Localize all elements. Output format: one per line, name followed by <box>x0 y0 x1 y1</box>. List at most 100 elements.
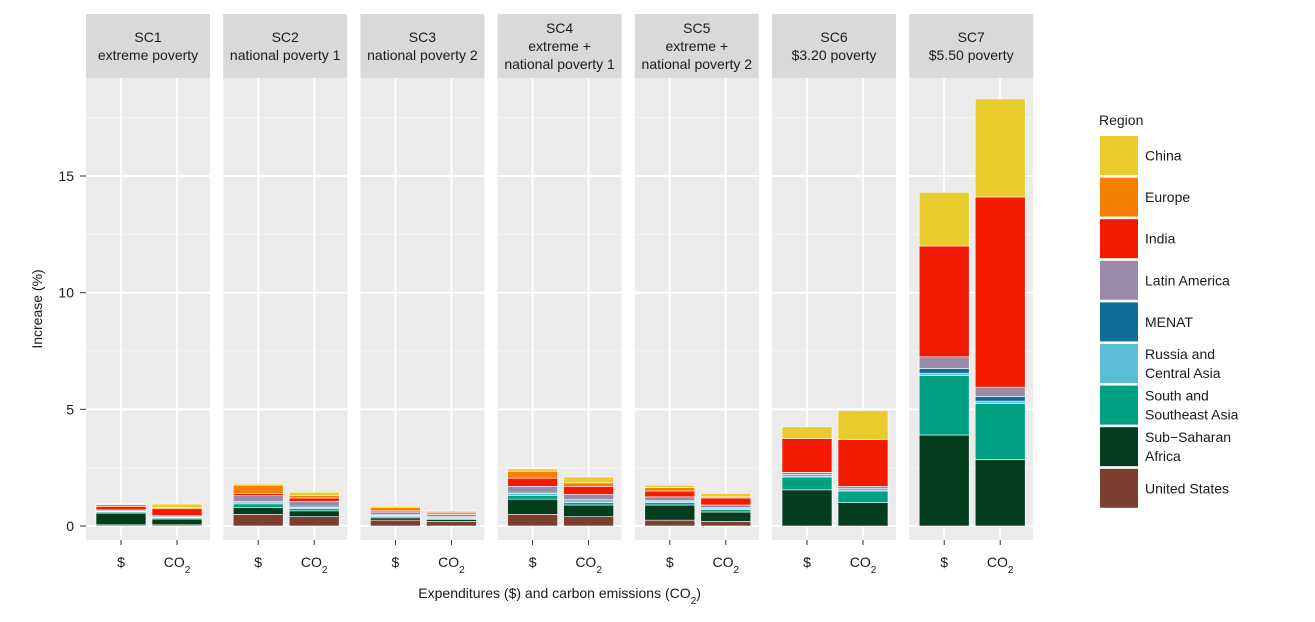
y-tick-label: 0 <box>66 518 74 534</box>
bar-segment <box>508 496 558 500</box>
legend-key <box>1100 219 1138 258</box>
bar-segment <box>782 490 832 526</box>
bar-segment <box>701 512 751 521</box>
bar-segment <box>564 495 614 500</box>
legend-label: China <box>1145 148 1182 164</box>
bar-segment <box>152 509 202 516</box>
panel-background <box>223 78 347 540</box>
x-tick-label: $ <box>529 554 537 570</box>
legend-label: South and <box>1145 388 1209 404</box>
bar-segment <box>564 486 614 494</box>
legend-label: MENAT <box>1145 314 1193 330</box>
x-tick-label: CO2 <box>164 554 191 576</box>
bar-segment <box>645 491 695 497</box>
facet-strip <box>223 14 347 78</box>
bar-segment <box>233 496 283 502</box>
bar-segment <box>838 491 888 503</box>
y-tick-label: 5 <box>66 401 74 417</box>
bar-segment <box>96 506 146 510</box>
x-tick-label: $ <box>803 554 811 570</box>
legend-key <box>1100 178 1138 217</box>
bar-segment <box>564 483 614 487</box>
bar-segment <box>975 460 1025 527</box>
facet-strip <box>360 14 484 78</box>
bar-segment <box>233 484 283 485</box>
x-tick-label-subscript: 2 <box>459 565 465 576</box>
bar-segment <box>370 507 420 511</box>
facet-strip-label: SC4 <box>546 20 573 36</box>
x-tick-label: CO2 <box>301 554 328 576</box>
panel-background <box>635 78 759 540</box>
x-tick-label-subscript: 2 <box>596 565 602 576</box>
legend-label: Southeast Asia <box>1145 407 1239 423</box>
x-tick-label: $ <box>940 554 948 570</box>
bar-segment <box>508 493 558 495</box>
facet-strip-label: SC5 <box>683 20 710 36</box>
bar-segment <box>919 369 969 374</box>
panel-background <box>86 78 210 540</box>
x-tick-label: CO2 <box>850 554 877 576</box>
x-tick-label-subscript: 2 <box>322 565 328 576</box>
legend-key <box>1100 261 1138 300</box>
bar-segment <box>508 486 558 492</box>
x-tick-label: $ <box>392 554 400 570</box>
bar-segment <box>152 504 202 508</box>
bar-segment <box>508 514 558 526</box>
facet-strip-label: SC1 <box>134 29 161 45</box>
y-axis-title: Increase (%) <box>29 269 45 348</box>
facet-strip <box>909 14 1033 78</box>
x-tick-label: $ <box>666 554 674 570</box>
bar-segment <box>919 192 969 246</box>
legend-key <box>1100 302 1138 341</box>
bar-segment <box>782 427 832 439</box>
bar-segment <box>645 505 695 520</box>
x-tick-label: $ <box>254 554 262 570</box>
bar-segment <box>645 520 695 526</box>
bar-segment <box>701 510 751 512</box>
legend-label: Russia and <box>1145 346 1215 362</box>
facet-strip-label: SC7 <box>958 29 985 45</box>
panel-background <box>360 78 484 540</box>
bar-segment <box>152 519 202 525</box>
facet-strip-label: SC3 <box>409 29 436 45</box>
bar-segment <box>426 521 476 526</box>
bar-segment <box>370 518 420 520</box>
facet-strip-label: extreme + <box>528 38 591 54</box>
bar-segment <box>564 477 614 483</box>
bar-segment <box>96 513 146 525</box>
bar-segment <box>426 514 476 516</box>
x-tick-label: CO2 <box>987 554 1014 576</box>
bar-segment <box>919 357 969 369</box>
bar-segment <box>701 521 751 526</box>
bar-segment <box>289 496 339 498</box>
facet-strip-label: SC2 <box>272 29 299 45</box>
legend-label: United States <box>1145 480 1229 496</box>
facet-strip-label: national poverty 1 <box>504 56 615 72</box>
bar-segment <box>975 387 1025 396</box>
facet-strip-label: extreme + <box>665 38 728 54</box>
facet-strip-label: SC6 <box>820 29 847 45</box>
x-tick-label: CO2 <box>713 554 740 576</box>
bar-segment <box>233 485 283 493</box>
bar-segment <box>508 471 558 478</box>
facet-strip-label: national poverty 2 <box>367 47 478 63</box>
legend-label: Central Asia <box>1145 365 1221 381</box>
bar-segment <box>508 499 558 514</box>
bar-segment <box>564 517 614 526</box>
facet-strip-label: national poverty 2 <box>642 56 753 72</box>
facet-strip-label: $3.20 poverty <box>792 47 877 63</box>
bar-segment <box>370 520 420 526</box>
legend-label: Africa <box>1145 448 1181 464</box>
bar-segment <box>919 246 969 357</box>
x-tick-label-subscript: 2 <box>871 565 877 576</box>
legend-key <box>1100 344 1138 383</box>
bar-segment <box>289 511 339 517</box>
legend-title: Region <box>1099 112 1143 128</box>
bar-segment <box>426 511 476 512</box>
facet-strip-label: extreme poverty <box>98 47 198 63</box>
bar-segment <box>838 440 888 487</box>
bar-segment <box>645 503 695 505</box>
legend-label: Europe <box>1145 189 1190 205</box>
